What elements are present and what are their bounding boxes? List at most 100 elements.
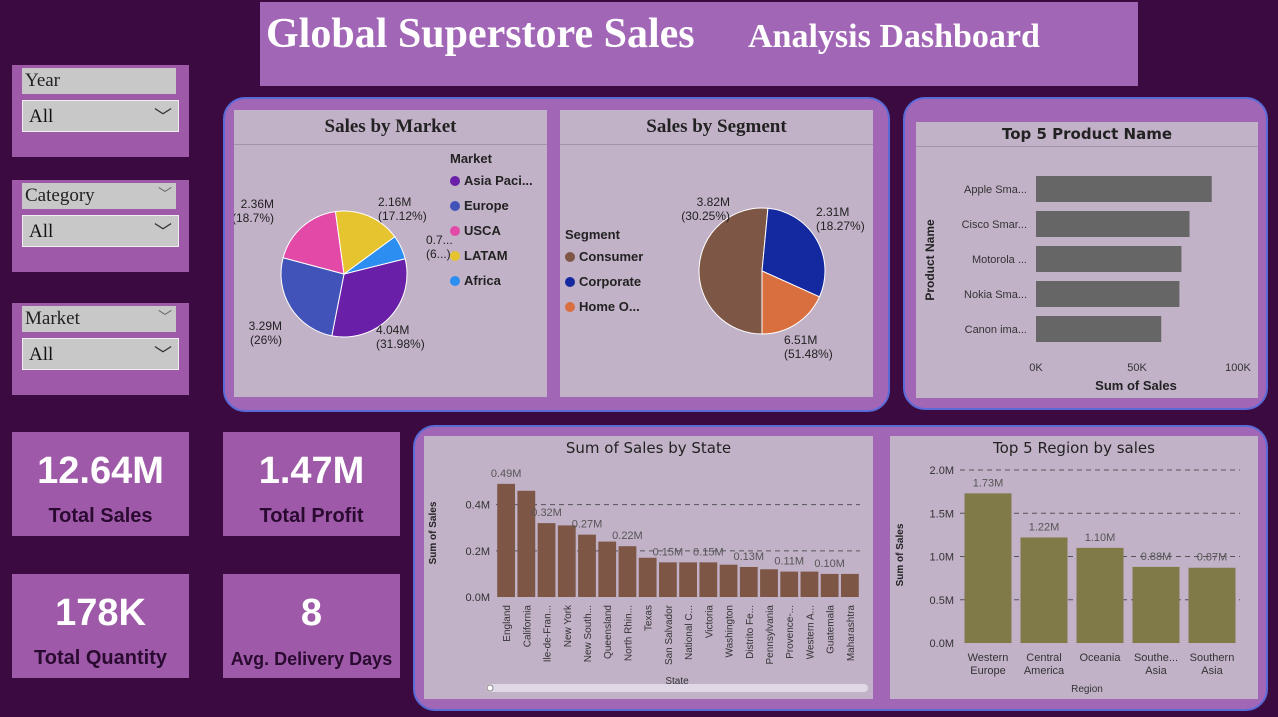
title-part-1: Global Superstore Sales	[266, 11, 695, 57]
slicer-market-label[interactable]: Market ﹀	[22, 306, 176, 332]
pie-data-label: 3.82M	[697, 195, 730, 209]
kpi-value: 1.47M	[258, 450, 365, 492]
y-tick-label: 2.0M	[930, 465, 954, 477]
pie-slice	[280, 257, 345, 337]
bar	[800, 571, 819, 597]
slicer-market: Market ﹀ All ﹀	[12, 303, 189, 395]
product-tick-label: Canon ima...	[965, 324, 1027, 336]
x-tick-label-line2: America	[1024, 665, 1065, 677]
chart-title: Sales by Market	[234, 110, 547, 145]
top-products-chart: Apple Sma... Cisco Smar... Motorola ... Nok…	[923, 176, 1252, 393]
slicer-category: Category ﹀ All ﹀	[12, 180, 189, 272]
pie-data-label-pct: (51.48%)	[784, 347, 833, 361]
bar	[618, 546, 637, 597]
data-label: 0.27M	[572, 519, 603, 531]
y-tick-label: 0.5M	[930, 595, 954, 607]
x-tick-label: 50K	[1127, 362, 1147, 374]
data-label: 0.15M	[653, 546, 684, 558]
bar	[699, 562, 718, 597]
data-label: 0.10M	[814, 558, 845, 570]
legend-marker	[565, 302, 575, 312]
legend-entry: Asia Paci...	[464, 173, 533, 188]
pie-data-label: 3.29M	[249, 319, 282, 333]
pie-slice	[698, 207, 769, 335]
x-tick-label: Washington	[725, 605, 736, 657]
slicer-year-dropdown[interactable]: All ﹀	[22, 100, 179, 132]
chevron-down-icon: ﹀	[158, 311, 172, 326]
x-tick-label-line2: Europe	[970, 665, 1005, 677]
x-tick-label: Western	[968, 652, 1009, 664]
top-products-card: Top 5 Product Name Apple Sma... Cisco Sma…	[916, 122, 1258, 398]
pie-slice	[761, 270, 821, 335]
bar	[537, 523, 556, 597]
data-label: 0.88M	[1141, 551, 1172, 563]
pie-data-label: 2.36M	[241, 197, 274, 211]
bar	[517, 490, 536, 597]
kpi-total-quantity: 178K Total Quantity	[12, 574, 189, 678]
product-tick-label: Cisco Smar...	[962, 219, 1027, 231]
pie-slice	[334, 210, 396, 275]
data-label: 1.10M	[1085, 532, 1116, 544]
pie-data-label-pct: (6...)	[426, 247, 451, 261]
x-tick-label: Pennsylvania	[765, 605, 776, 665]
y-axis-label: Sum of Sales	[428, 501, 439, 564]
legend-title: Segment	[565, 227, 621, 242]
pie-data-label: 0.7...	[426, 233, 453, 247]
chevron-down-icon: ﹀	[154, 222, 172, 242]
bar	[557, 525, 576, 597]
bar	[1076, 547, 1124, 643]
slicer-year-label: Year	[22, 68, 176, 94]
data-label: 0.11M	[774, 556, 804, 568]
sales-by-market-chart: 4.04M(31.98%) 3.29M(26%) 2.36M(18.7%) 2.16M…	[234, 151, 533, 351]
slicer-category-label[interactable]: Category ﹀	[22, 183, 176, 209]
product-bar	[1036, 316, 1162, 342]
x-tick-label: Maharashtra	[846, 605, 857, 662]
x-tick-label: National C...	[684, 605, 695, 660]
sales-by-segment-chart: 6.51M(51.48%) 3.82M(30.25%) 2.31M(18.27%) S…	[565, 195, 865, 361]
x-tick-label: North Rhin...	[623, 605, 634, 661]
bar	[658, 562, 677, 597]
product-tick-label: Motorola ...	[972, 254, 1027, 266]
y-tick-label: 0.4M	[466, 500, 490, 512]
y-tick-label: 0.2M	[466, 546, 490, 558]
title-part-2: Analysis Dashboard	[748, 18, 1040, 55]
pie-data-label-pct: (18.7%)	[234, 211, 274, 225]
y-tick-label: 0.0M	[930, 638, 954, 650]
legend-marker	[450, 176, 460, 186]
chart-title: Top 5 Region by sales	[993, 439, 1155, 457]
legend-entry: Home O...	[579, 299, 640, 314]
x-axis-label: Sum of Sales	[1095, 378, 1177, 393]
chevron-down-icon: ﹀	[154, 345, 172, 365]
kpi-total-profit: 1.47M Total Profit	[223, 432, 400, 536]
x-tick-label-line2: Asia	[1145, 665, 1167, 677]
legend-entry: Africa	[464, 273, 502, 288]
x-tick-label: Provence-...	[785, 605, 796, 659]
sales-by-market-card: Sales by Market 4.04M (31.98%) 3.29M (26%) 2…	[234, 110, 547, 397]
data-label: 0.87M	[1197, 552, 1228, 564]
pie-data-label-pct: (18.27%)	[816, 219, 865, 233]
x-tick-label: New York	[563, 604, 574, 647]
y-tick-label: 1.5M	[930, 508, 954, 520]
bar	[820, 573, 839, 597]
pie-data-label: 6.51M	[784, 333, 817, 347]
sales-by-state-chart: 0.0M 0.2M 0.4M 0.49M England California 0.32M I…	[428, 468, 868, 692]
x-tick-label: 0K	[1029, 362, 1043, 374]
kpi-value: 178K	[55, 592, 146, 634]
slicer-market-dropdown[interactable]: All ﹀	[22, 338, 179, 370]
kpi-label: Avg. Delivery Days	[230, 649, 393, 669]
chevron-down-icon: ﹀	[154, 107, 172, 127]
horizontal-scrollbar	[486, 684, 868, 692]
x-tick-label: Ile-de-Fran...	[543, 605, 554, 662]
product-bar	[1036, 211, 1190, 237]
product-tick-label: Apple Sma...	[964, 184, 1027, 196]
bar	[598, 541, 617, 597]
legend-entry: USCA	[464, 223, 501, 238]
legend-entry: Consumer	[579, 249, 643, 264]
legend-entry: Corporate	[579, 274, 641, 289]
slicer-category-dropdown[interactable]: All ﹀	[22, 215, 179, 247]
x-tick-label: Texas	[644, 605, 655, 631]
legend-entry: Europe	[464, 198, 509, 213]
pie-slice	[331, 258, 408, 338]
product-bar	[1036, 176, 1212, 202]
